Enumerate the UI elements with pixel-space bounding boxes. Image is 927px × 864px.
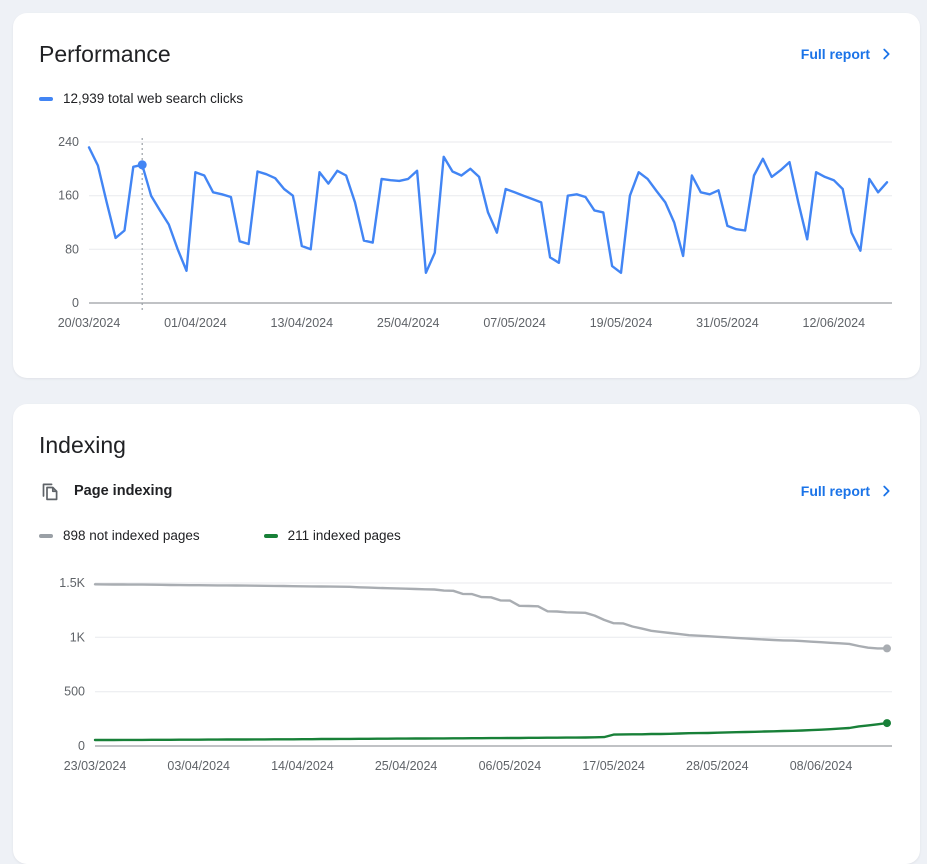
not-indexed-legend-item: 898 not indexed pages — [39, 528, 200, 543]
svg-text:06/05/2024: 06/05/2024 — [479, 759, 542, 773]
svg-text:20/03/2024: 20/03/2024 — [58, 316, 121, 330]
svg-text:500: 500 — [64, 685, 85, 699]
page-indexing-section-row: Page indexing Full report — [39, 480, 894, 502]
indexing-full-report-label: Full report — [800, 483, 870, 499]
svg-text:03/04/2024: 03/04/2024 — [167, 759, 230, 773]
chevron-right-icon — [883, 48, 890, 60]
svg-text:0: 0 — [72, 296, 79, 310]
indexing-chart[interactable]: 1.5K 1K 500 0 23/03/2024 03/04/2024 14/04/2024… — [39, 563, 894, 778]
clicks-legend-label: 12,939 total web search clicks — [63, 91, 244, 106]
page: { "performance": { "title": "Performance… — [13, 13, 920, 864]
svg-text:19/05/2024: 19/05/2024 — [590, 316, 653, 330]
indexing-legend-row: 898 not indexed pages 211 indexed pages — [39, 528, 894, 543]
performance-full-report-link[interactable]: Full report — [801, 46, 894, 62]
performance-card: Performance Full report 12,939 total web… — [13, 13, 920, 378]
indexed-legend-dash-icon — [263, 533, 278, 538]
indexing-card: Indexing Page indexing Full report 898 n… — [13, 404, 920, 864]
page-indexing-label: Page indexing — [74, 483, 173, 499]
performance-header: Performance Full report — [39, 39, 894, 69]
svg-text:25/04/2024: 25/04/2024 — [377, 316, 440, 330]
page-indexing-section-left: Page indexing — [39, 481, 172, 502]
indexed-legend-label: 211 indexed pages — [287, 528, 401, 543]
svg-text:17/05/2024: 17/05/2024 — [582, 759, 645, 773]
performance-title: Performance — [39, 41, 171, 67]
clicks-legend-dash-icon — [39, 96, 53, 101]
svg-text:28/05/2024: 28/05/2024 — [686, 759, 749, 773]
performance-chart[interactable]: 240 160 80 0 20/03/2024 01/04/2024 13/04/2024 2… — [39, 132, 894, 342]
pages-icon — [42, 483, 58, 500]
svg-text:07/05/2024: 07/05/2024 — [483, 316, 546, 330]
indexing-title: Indexing — [39, 432, 126, 458]
svg-text:12/06/2024: 12/06/2024 — [803, 316, 866, 330]
svg-text:08/06/2024: 08/06/2024 — [790, 759, 853, 773]
svg-text:13/04/2024: 13/04/2024 — [271, 316, 334, 330]
not-indexed-legend-label: 898 not indexed pages — [63, 528, 200, 543]
svg-text:0: 0 — [78, 739, 85, 753]
svg-text:160: 160 — [58, 189, 79, 203]
indexed-legend-item: 211 indexed pages — [263, 528, 401, 543]
svg-text:31/05/2024: 31/05/2024 — [696, 316, 759, 330]
chevron-right-icon — [883, 485, 890, 497]
performance-legend-row: 12,939 total web search clicks — [39, 91, 894, 106]
svg-text:1K: 1K — [70, 630, 86, 644]
performance-full-report-label: Full report — [800, 46, 870, 62]
performance-legend-item: 12,939 total web search clicks — [39, 91, 243, 106]
not-indexed-legend-dash-icon — [39, 533, 53, 538]
svg-text:240: 240 — [58, 135, 79, 149]
svg-text:23/03/2024: 23/03/2024 — [64, 759, 127, 773]
indexing-full-report-link[interactable]: Full report — [801, 483, 894, 499]
svg-text:14/04/2024: 14/04/2024 — [271, 759, 334, 773]
svg-text:80: 80 — [65, 242, 79, 256]
svg-text:1.5K: 1.5K — [59, 576, 85, 590]
svg-text:25/04/2024: 25/04/2024 — [375, 759, 438, 773]
svg-text:01/04/2024: 01/04/2024 — [164, 316, 227, 330]
